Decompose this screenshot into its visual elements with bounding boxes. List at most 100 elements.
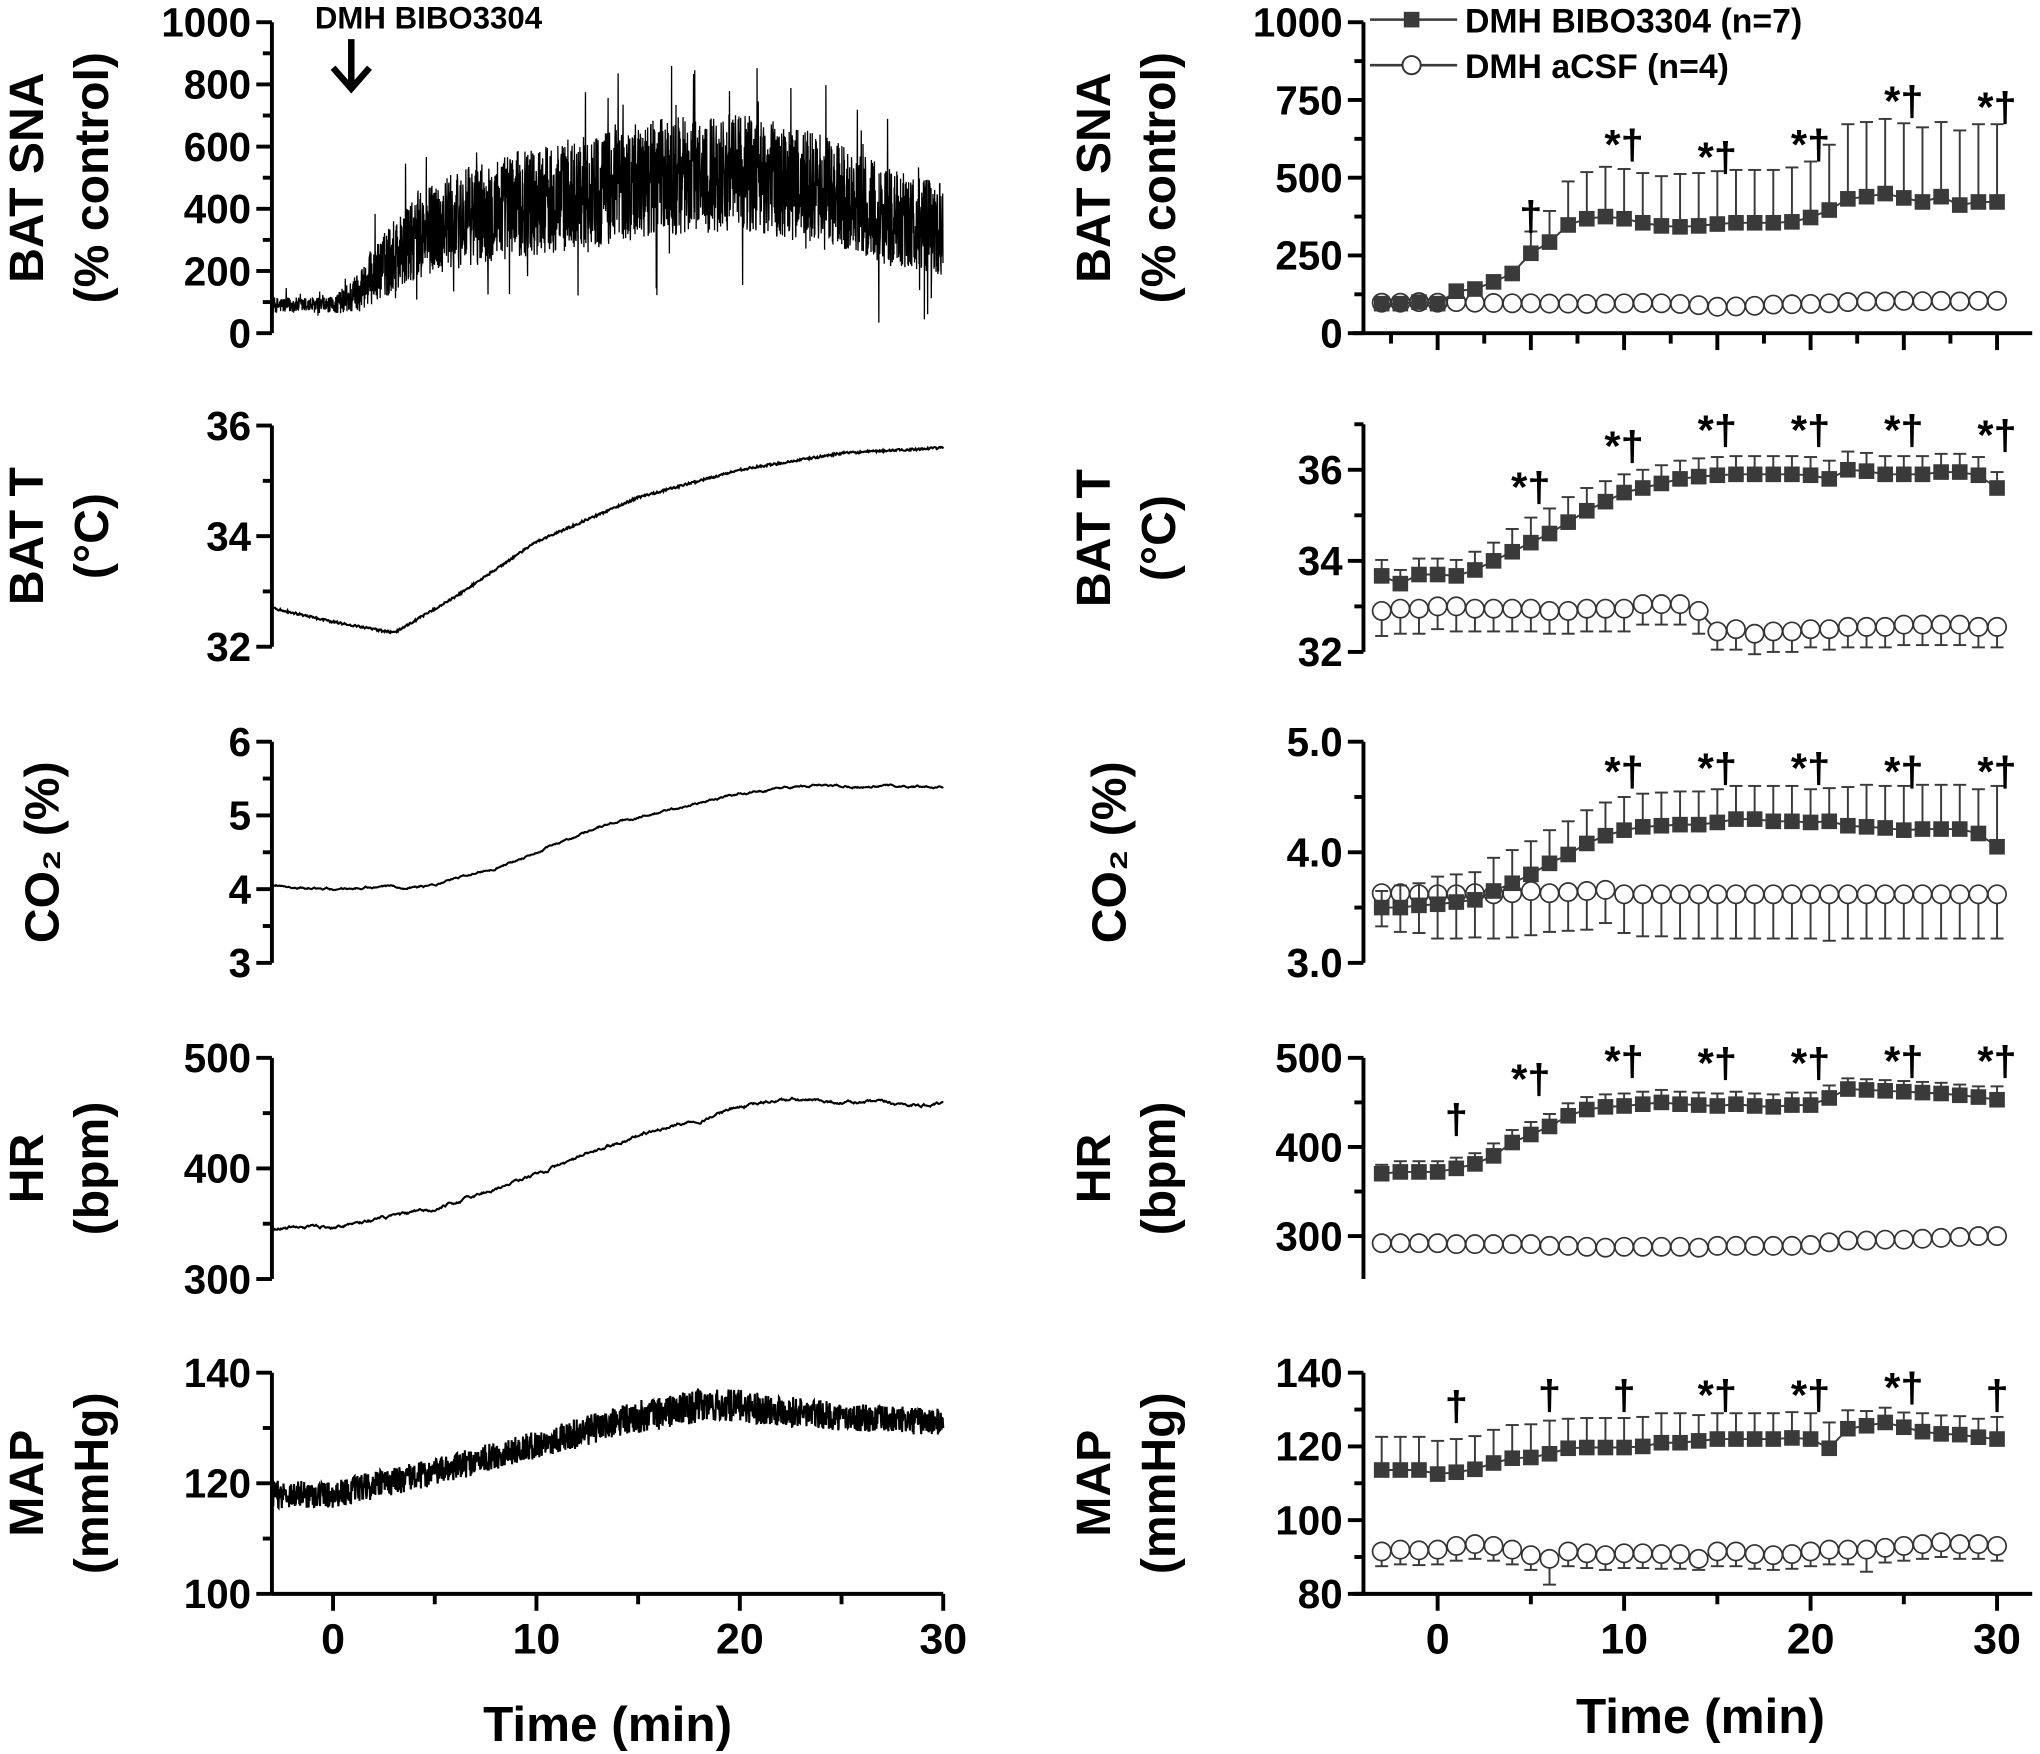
trace-line (271, 1387, 945, 1511)
data-point (1409, 598, 1429, 619)
data-point (1614, 1236, 1635, 1257)
data-point (1728, 811, 1744, 827)
data-point (1781, 294, 1802, 315)
data-point (1688, 1548, 1709, 1569)
data-point (1744, 1544, 1765, 1565)
y-axis-title: MAP (0, 1430, 54, 1537)
data-point (1485, 1148, 1502, 1164)
significance-marker: *† (1791, 1039, 1830, 1086)
x-tick-label: 0 (1426, 1616, 1450, 1664)
annotation-injection: DMH BIBO3304 (315, 1, 543, 94)
data-point (1409, 1233, 1429, 1254)
data-point (1837, 616, 1858, 637)
data-point (1951, 1087, 1968, 1104)
data-point (1520, 598, 1541, 619)
data-point (1784, 1097, 1800, 1113)
data-point (1558, 1541, 1579, 1562)
y-axis-title: (% control) (1132, 52, 1186, 303)
data-point (1541, 525, 1558, 542)
data-point (1987, 1226, 2008, 1247)
data-point (1877, 1083, 1893, 1099)
data-point (1595, 1237, 1616, 1258)
data-point (1485, 274, 1502, 290)
y-axis: 80 100 120 140 MAP (mmHg) (1067, 1350, 1366, 1617)
y-axis-title: (bpm) (1132, 1102, 1186, 1236)
data-point (1616, 484, 1632, 501)
data-point (1467, 1461, 1483, 1478)
data-point (1726, 296, 1746, 317)
data-point (1504, 265, 1521, 282)
data-point (1523, 1126, 1539, 1143)
data-point (1485, 1455, 1502, 1471)
significance-marker: *† (1884, 78, 1923, 125)
data-point (1616, 1439, 1632, 1456)
data-point (1912, 884, 1933, 905)
data-point (1579, 210, 1595, 227)
data-point (1856, 291, 1877, 312)
significance-marker: *† (1791, 407, 1830, 454)
y-tick-label: 6 (229, 719, 251, 765)
data-point (1933, 1426, 1949, 1442)
data-point (1504, 1450, 1521, 1467)
data-point (1896, 1419, 1912, 1436)
x-tick-label: 20 (716, 1616, 764, 1664)
y-tick-label: 400 (184, 186, 251, 232)
data-point (1616, 210, 1632, 227)
data-point (1821, 1440, 1838, 1457)
data-point (1634, 1438, 1651, 1455)
left-panel-1: 32 34 36 BAT T (°C) (0, 403, 945, 670)
data-point (1520, 293, 1541, 314)
data-point (1893, 1535, 1914, 1556)
right-panel-1: 32 34 36 BAT T (°C) *† *† *† *† *† *† (1067, 407, 2017, 675)
data-point (1968, 290, 1989, 311)
data-point (1858, 1417, 1875, 1434)
data-point (1949, 1534, 1970, 1555)
data-point (1690, 1097, 1707, 1113)
data-point (1800, 1235, 1821, 1255)
y-tick-label: 120 (1275, 1424, 1342, 1470)
data-point (1614, 884, 1635, 905)
data-point (1931, 1532, 1952, 1553)
data-point (1672, 219, 1688, 235)
series-bibo3304 (1373, 1077, 2005, 1182)
trace-line (271, 1096, 944, 1232)
data-point (1502, 1539, 1523, 1560)
significance-marker: *† (1604, 423, 1643, 470)
data-point (1893, 290, 1914, 311)
data-point (1446, 1234, 1467, 1255)
data-point (1653, 218, 1670, 234)
data-point (1728, 466, 1744, 483)
y-tick-label: 3.0 (1287, 940, 1343, 986)
x-tick-label: 30 (919, 1616, 967, 1664)
x-axis: 0 10 20 30 (271, 1591, 967, 1664)
data-point (1690, 1433, 1707, 1449)
y-axis-title: (% control) (65, 52, 119, 303)
data-point (1653, 817, 1670, 834)
data-point (1912, 1228, 1933, 1249)
data-point (1877, 1414, 1893, 1431)
data-point (1744, 884, 1765, 905)
left-panel-3: 300 400 500 HR (bpm) (0, 1035, 944, 1302)
data-point (1893, 614, 1914, 635)
y-tick-label: 32 (206, 624, 251, 670)
y-tick-label: 34 (1298, 538, 1343, 584)
data-point (1576, 293, 1597, 314)
data-point (1802, 1431, 1819, 1447)
data-point (1856, 1230, 1877, 1251)
data-point (1616, 1098, 1632, 1114)
data-point (1709, 467, 1726, 484)
y-tick-label: 250 (1275, 233, 1342, 279)
data-point (1483, 1535, 1504, 1556)
data-point (1896, 822, 1912, 838)
y-tick-label: 36 (206, 403, 251, 449)
data-point (1560, 1107, 1576, 1124)
series-bibo3304 (1373, 1406, 2005, 1482)
data-point (1392, 1462, 1409, 1478)
trace-line (271, 65, 944, 323)
data-point (1392, 899, 1409, 916)
data-point (1672, 471, 1688, 487)
data-point (1371, 1233, 1392, 1254)
data-point (1914, 1084, 1931, 1101)
data-point (1429, 1164, 1446, 1180)
